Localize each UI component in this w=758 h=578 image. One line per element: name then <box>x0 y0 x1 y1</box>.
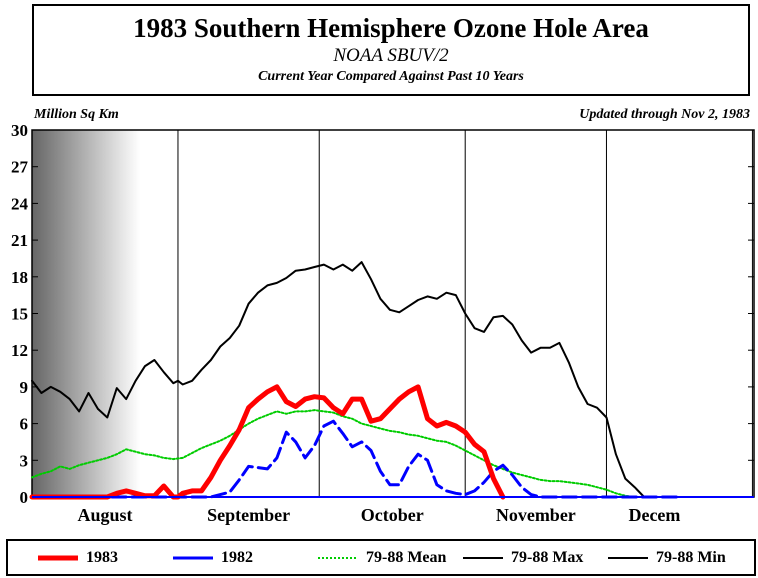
x-month-label-4: Decem <box>628 505 680 525</box>
legend-item-max: 79-88 Max <box>463 549 583 567</box>
chart-subtitle: NOAA SBUV/2 <box>333 45 449 66</box>
y-tick-label-0: 0 <box>20 488 29 507</box>
legend-item-1982: 1982 <box>173 549 253 567</box>
y-tick-label-30: 30 <box>11 121 28 140</box>
legend-item-min: 79-88 Min <box>608 549 726 567</box>
y-tick-label-6: 6 <box>20 415 29 434</box>
y-tick-label-3: 3 <box>20 451 29 470</box>
x-month-label-1: September <box>207 505 290 525</box>
august-shading <box>32 130 140 497</box>
legend-label-min: 79-88 Min <box>656 549 726 566</box>
legend-label-1983: 1983 <box>86 549 118 566</box>
legend-item-mean: 79-88 Mean <box>318 549 446 567</box>
series-line-79-88-mean <box>31 409 683 498</box>
y-tick-label-24: 24 <box>11 194 29 213</box>
legend-item-1983: 1983 <box>38 549 118 567</box>
x-month-label-2: October <box>361 505 424 525</box>
legend: 1983 1982 79-88 Mean 79-88 Max 79-88 Min <box>6 539 756 576</box>
updated-label: Updated through Nov 2, 1983 <box>579 107 750 122</box>
x-month-label-0: August <box>77 505 132 525</box>
x-month-label-3: November <box>496 505 576 525</box>
series-line-79-88-max <box>31 261 683 498</box>
legend-swatch-1983 <box>38 555 78 561</box>
series-line-1983 <box>29 384 506 500</box>
plot-frame <box>31 129 755 498</box>
chart-subtitle-2: Current Year Compared Against Past 10 Ye… <box>258 69 524 84</box>
legend-swatch-1982 <box>173 556 213 560</box>
legend-label-max: 79-88 Max <box>511 549 584 566</box>
legend-label-1982: 1982 <box>221 549 253 566</box>
y-tick-label-12: 12 <box>11 341 28 360</box>
legend-label-mean: 79-88 Mean <box>366 549 447 566</box>
y-tick-label-9: 9 <box>20 378 29 397</box>
y-tick-label-27: 27 <box>11 158 29 177</box>
y-tick-label-18: 18 <box>11 268 28 287</box>
legend-swatch-min <box>608 557 648 560</box>
y-tick-label-21: 21 <box>11 231 28 250</box>
legend-swatch-max <box>463 557 503 560</box>
legend-swatch-mean <box>318 557 358 560</box>
ozone-chart: 0 3 6 9 12 15 18 21 24 27 30 August September October… <box>11 121 755 525</box>
title-box: 1983 Southern Hemisphere Ozone Hole Area… <box>32 4 750 96</box>
y-tick-label-15: 15 <box>11 305 28 324</box>
chart-title: 1983 Southern Hemisphere Ozone Hole Area <box>133 13 649 43</box>
y-axis-unit: Million Sq Km <box>34 107 119 122</box>
